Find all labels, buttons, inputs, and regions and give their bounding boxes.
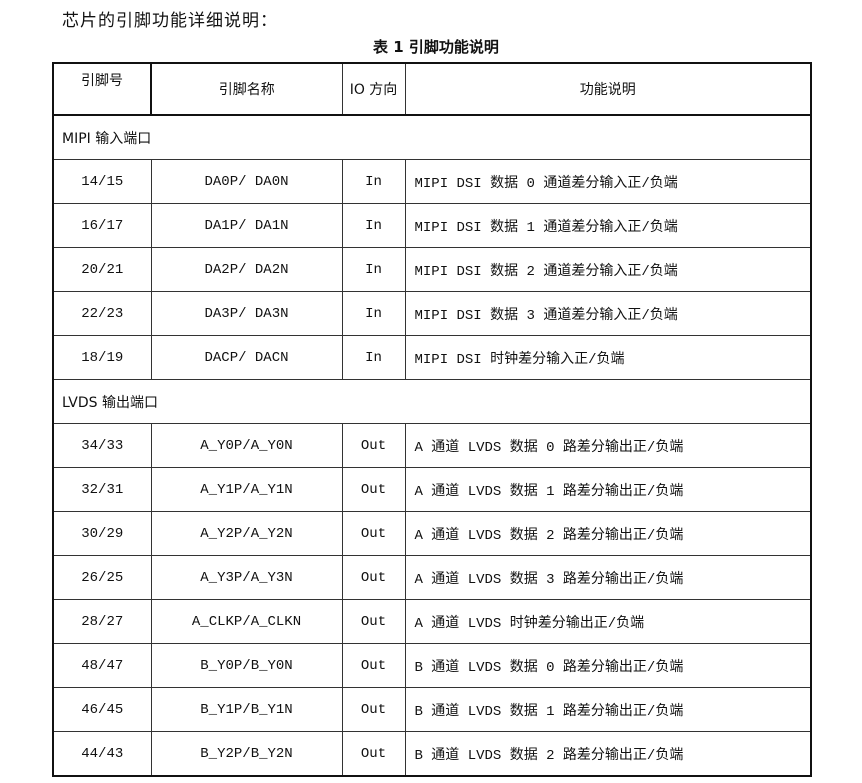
section-row: MIPI 输入端口 [52, 114, 812, 160]
section-title: LVDS 输出端口 [52, 379, 812, 424]
pin-number-cell: 32/31 [52, 467, 152, 512]
table-row: 32/31 A_Y1P/A_Y1N Out A 通道 LVDS 数据 1 路差分输出正… [52, 467, 812, 512]
function-cell: A 通道 LVDS 数据 3 路差分输出正/负端 [404, 555, 812, 600]
pin-name-cell: A_Y3P/A_Y3N [150, 555, 343, 600]
io-direction-cell: Out [341, 731, 406, 777]
io-direction-cell: Out [341, 599, 406, 644]
function-cell: MIPI DSI 时钟差分输入正/负端 [404, 335, 812, 380]
function-cell: A 通道 LVDS 数据 1 路差分输出正/负端 [404, 467, 812, 512]
table-header-row: 引脚号 引脚名称 IO 方向 功能说明 [52, 62, 812, 116]
section-title: MIPI 输入端口 [52, 114, 812, 160]
table-row: 28/27 A_CLKP/A_CLKN Out A 通道 LVDS 时钟差分输出正/负… [52, 599, 812, 644]
io-direction-cell: Out [341, 643, 406, 688]
pin-number-cell: 28/27 [52, 599, 152, 644]
pin-function-table: 引脚号 引脚名称 IO 方向 功能说明 MIPI 输入端口 14/15 DA0P/ … [52, 62, 812, 777]
table-row: 18/19 DACP/ DACN In MIPI DSI 时钟差分输入正/负端 [52, 335, 812, 380]
pin-name-cell: B_Y0P/B_Y0N [150, 643, 343, 688]
pin-number-cell: 46/45 [52, 687, 152, 732]
table-row: 44/43 B_Y2P/B_Y2N Out B 通道 LVDS 数据 2 路差分输出正… [52, 731, 812, 777]
io-direction-cell: In [341, 335, 406, 380]
table-row: 22/23 DA3P/ DA3N In MIPI DSI 数据 3 通道差分输入正/负… [52, 291, 812, 336]
table-row: 14/15 DA0P/ DA0N In MIPI DSI 数据 0 通道差分输入正/负… [52, 159, 812, 204]
pin-name-cell: B_Y2P/B_Y2N [150, 731, 343, 777]
pin-name-cell: DA1P/ DA1N [150, 203, 343, 248]
pin-number-cell: 14/15 [52, 159, 152, 204]
table-row: 46/45 B_Y1P/B_Y1N Out B 通道 LVDS 数据 1 路差分输出正… [52, 687, 812, 732]
io-direction-cell: Out [341, 687, 406, 732]
io-direction-cell: In [341, 203, 406, 248]
pin-number-cell: 48/47 [52, 643, 152, 688]
header-pin-number: 引脚号 [52, 62, 152, 116]
pin-number-cell: 20/21 [52, 247, 152, 292]
pin-number-cell: 26/25 [52, 555, 152, 600]
pin-name-cell: DA0P/ DA0N [150, 159, 343, 204]
pin-name-cell: A_Y0P/A_Y0N [150, 423, 343, 468]
table-row: 30/29 A_Y2P/A_Y2N Out A 通道 LVDS 数据 2 路差分输出正… [52, 511, 812, 556]
pin-name-cell: DA2P/ DA2N [150, 247, 343, 292]
pin-number-cell: 30/29 [52, 511, 152, 556]
io-direction-cell: In [341, 247, 406, 292]
table-caption: 表 1 引脚功能说明 [373, 38, 499, 56]
table-row: 34/33 A_Y0P/A_Y0N Out A 通道 LVDS 数据 0 路差分输出正… [52, 423, 812, 468]
table-row: 20/21 DA2P/ DA2N In MIPI DSI 数据 2 通道差分输入正/负… [52, 247, 812, 292]
io-direction-cell: Out [341, 423, 406, 468]
function-cell: MIPI DSI 数据 0 通道差分输入正/负端 [404, 159, 812, 204]
pin-number-cell: 16/17 [52, 203, 152, 248]
io-direction-cell: Out [341, 467, 406, 512]
pin-name-cell: A_Y1P/A_Y1N [150, 467, 343, 512]
function-cell: B 通道 LVDS 数据 0 路差分输出正/负端 [404, 643, 812, 688]
intro-text: 芯片的引脚功能详细说明： [62, 11, 278, 31]
io-direction-cell: In [341, 159, 406, 204]
pin-name-cell: DACP/ DACN [150, 335, 343, 380]
function-cell: A 通道 LVDS 时钟差分输出正/负端 [404, 599, 812, 644]
io-direction-cell: Out [341, 511, 406, 556]
function-cell: B 通道 LVDS 数据 1 路差分输出正/负端 [404, 687, 812, 732]
pin-name-cell: DA3P/ DA3N [150, 291, 343, 336]
function-cell: A 通道 LVDS 数据 2 路差分输出正/负端 [404, 511, 812, 556]
header-function: 功能说明 [404, 62, 812, 116]
pin-name-cell: B_Y1P/B_Y1N [150, 687, 343, 732]
pin-number-cell: 18/19 [52, 335, 152, 380]
function-cell: MIPI DSI 数据 1 通道差分输入正/负端 [404, 203, 812, 248]
function-cell: A 通道 LVDS 数据 0 路差分输出正/负端 [404, 423, 812, 468]
function-cell: MIPI DSI 数据 3 通道差分输入正/负端 [404, 291, 812, 336]
pin-number-cell: 44/43 [52, 731, 152, 777]
header-io-direction: IO 方向 [341, 62, 406, 116]
function-cell: MIPI DSI 数据 2 通道差分输入正/负端 [404, 247, 812, 292]
pin-number-cell: 34/33 [52, 423, 152, 468]
io-direction-cell: In [341, 291, 406, 336]
function-cell: B 通道 LVDS 数据 2 路差分输出正/负端 [404, 731, 812, 777]
table-row: 48/47 B_Y0P/B_Y0N Out B 通道 LVDS 数据 0 路差分输出正… [52, 643, 812, 688]
pin-name-cell: A_CLKP/A_CLKN [150, 599, 343, 644]
pin-number-cell: 22/23 [52, 291, 152, 336]
pin-name-cell: A_Y2P/A_Y2N [150, 511, 343, 556]
section-row: LVDS 输出端口 [52, 379, 812, 424]
io-direction-cell: Out [341, 555, 406, 600]
table-row: 26/25 A_Y3P/A_Y3N Out A 通道 LVDS 数据 3 路差分输出正… [52, 555, 812, 600]
header-pin-name: 引脚名称 [150, 62, 343, 116]
table-row: 16/17 DA1P/ DA1N In MIPI DSI 数据 1 通道差分输入正/负… [52, 203, 812, 248]
